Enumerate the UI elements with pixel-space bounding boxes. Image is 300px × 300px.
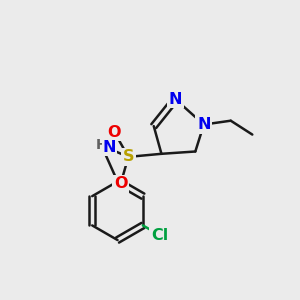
Text: N: N [169, 92, 182, 106]
Text: Cl: Cl [151, 227, 168, 242]
Text: N: N [102, 140, 116, 155]
Text: S: S [123, 149, 134, 164]
Text: H: H [96, 138, 107, 152]
Text: O: O [114, 176, 128, 191]
Text: O: O [108, 125, 121, 140]
Text: N: N [197, 117, 211, 132]
